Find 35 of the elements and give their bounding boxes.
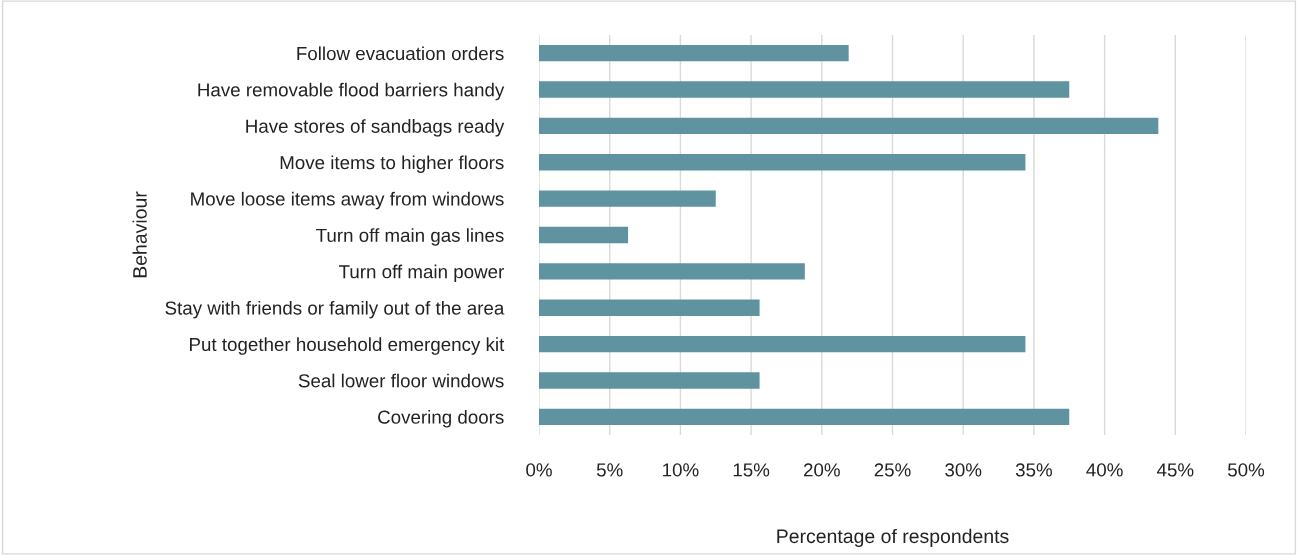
y-tick-label: Put together household emergency kit xyxy=(190,337,505,355)
y-tick-label: Have stores of sandbags ready xyxy=(246,119,505,137)
y-tick-label: Move items to higher floors xyxy=(280,155,504,173)
x-tick-label: 10% xyxy=(663,463,699,477)
bar xyxy=(539,81,1070,98)
x-tick-label: 45% xyxy=(1156,463,1194,477)
y-tick-label: Have removable flood barriers handy xyxy=(198,82,505,101)
bar xyxy=(539,226,629,244)
x-tick-label: 50% xyxy=(1227,463,1265,477)
y-tick-label: Turn off main gas lines xyxy=(316,228,504,246)
x-axis-title: Percentage of respondents xyxy=(777,528,1009,547)
bar xyxy=(539,372,760,389)
bar xyxy=(539,190,716,207)
y-tick-label: Follow evacuation orders xyxy=(297,46,504,61)
bar xyxy=(539,45,849,62)
bar xyxy=(539,335,1026,353)
bar xyxy=(539,263,805,280)
y-tick-label: Move loose items away from windows xyxy=(191,191,504,210)
bar xyxy=(539,408,1070,425)
bar xyxy=(539,117,1159,135)
x-tick-label: 20% xyxy=(803,463,840,477)
y-tick-label: Turn off main power xyxy=(339,264,504,283)
x-tick-label: 30% xyxy=(945,463,982,477)
y-tick-label: Seal lower floor windows xyxy=(298,373,504,388)
x-tick-label: 25% xyxy=(874,463,911,477)
bar xyxy=(539,299,760,316)
y-tick-label: Covering doors xyxy=(378,410,504,428)
x-tick-label: 15% xyxy=(733,463,770,477)
x-tick-label: 35% xyxy=(1015,463,1052,477)
y-axis-title: Behaviour xyxy=(132,191,147,278)
bar xyxy=(539,154,1026,171)
x-tick-label: 5% xyxy=(596,463,623,477)
y-tick-label: Stay with friends or family out of the area xyxy=(165,300,505,319)
x-tick-label: 40% xyxy=(1086,463,1123,477)
x-tick-label: 0% xyxy=(526,463,552,477)
